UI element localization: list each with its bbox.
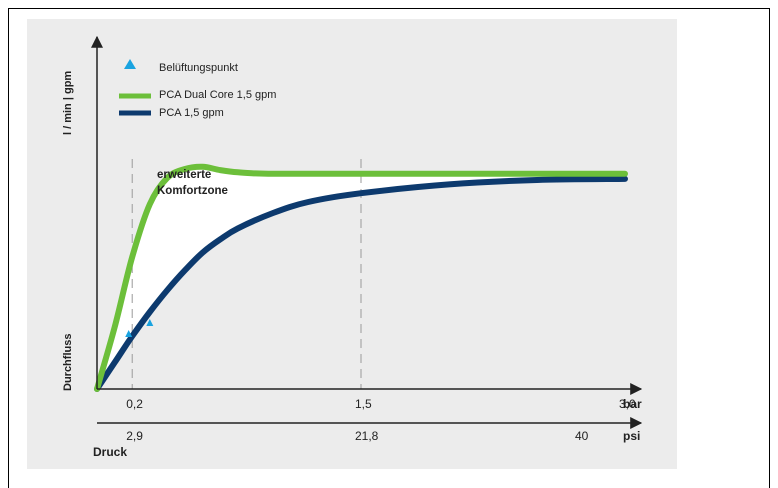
legend-aeration-marker — [124, 59, 136, 69]
legend-label-aeration: Belüftungspunkt — [159, 62, 238, 74]
aeration-point-1 — [146, 319, 154, 326]
x-bar-tick-label: 0,2 — [126, 397, 143, 411]
aeration-point-0 — [125, 330, 133, 337]
y-axis-label-bottom: Durchfluss — [62, 334, 74, 391]
legend-label-pca: PCA 1,5 gpm — [159, 107, 224, 119]
x-psi-tick-label: 40 — [575, 429, 589, 443]
series-line-pca-dual-core-1-5-gpm — [94, 163, 628, 392]
annotation-line-1: erweiterte — [157, 169, 211, 181]
x-bar-tick-label: 1,5 — [355, 397, 372, 411]
chart-panel: Durchfluss l / min | gpm Belüftungspunkt… — [27, 19, 677, 469]
x-bar-unit: bar — [623, 397, 642, 411]
comfort-zone-area — [97, 166, 625, 389]
x-bar-tick-label: 3,0 — [619, 397, 636, 411]
legend: Belüftungspunkt PCA Dual Core 1,5 gpm PC… — [119, 59, 276, 119]
series-line-pca-1-5-gpm — [94, 175, 628, 392]
chart-svg: Durchfluss l / min | gpm Belüftungspunkt… — [62, 35, 643, 459]
x-psi-tick-label: 2,9 — [126, 429, 143, 443]
annotation-line-2: Komfortzone — [157, 185, 228, 197]
x-axis-title: Druck — [93, 445, 127, 459]
figure-frame: Durchfluss l / min | gpm Belüftungspunkt… — [8, 8, 770, 488]
y-axis-label-top: l / min | gpm — [62, 71, 74, 135]
legend-label-dual-core: PCA Dual Core 1,5 gpm — [159, 89, 276, 101]
x-psi-unit: psi — [623, 429, 640, 443]
x-psi-tick-label: 21,8 — [355, 429, 379, 443]
